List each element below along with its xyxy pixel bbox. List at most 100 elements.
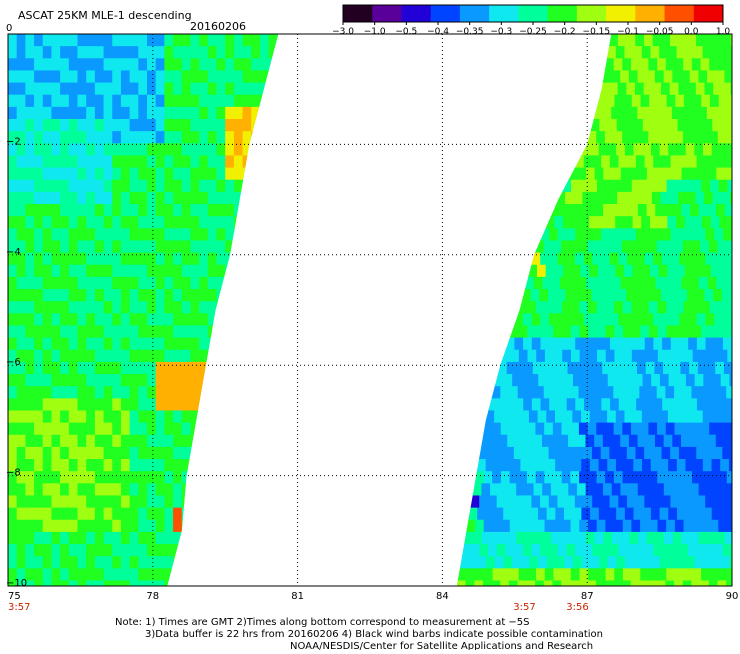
data-cell xyxy=(547,556,556,569)
data-cell xyxy=(17,301,26,314)
data-cell xyxy=(208,313,217,326)
data-cell xyxy=(644,34,653,47)
data-cell xyxy=(675,301,684,314)
data-cell xyxy=(243,95,252,108)
data-cell xyxy=(616,459,625,472)
data-cell xyxy=(687,83,696,96)
data-cell xyxy=(51,580,60,593)
data-cell xyxy=(662,338,671,351)
data-cell xyxy=(95,532,104,545)
data-cell xyxy=(234,131,243,144)
data-cell xyxy=(681,70,690,83)
data-cell xyxy=(639,240,648,253)
data-cell xyxy=(60,228,69,241)
data-cell xyxy=(538,410,547,423)
data-cell xyxy=(17,70,26,83)
data-cell xyxy=(104,447,113,460)
data-cell xyxy=(51,520,60,533)
data-cell xyxy=(43,180,52,193)
data-cell xyxy=(95,386,104,399)
data-cell xyxy=(95,228,104,241)
data-cell xyxy=(112,204,121,217)
data-cell xyxy=(657,423,666,436)
data-cell xyxy=(653,155,662,168)
data-cell xyxy=(112,435,121,448)
data-cell xyxy=(173,168,182,181)
data-cell xyxy=(689,107,698,120)
data-cell xyxy=(8,168,17,181)
data-cell xyxy=(95,423,104,436)
data-cell xyxy=(666,325,675,338)
data-cell xyxy=(164,301,173,314)
data-cell xyxy=(594,107,603,120)
data-cell xyxy=(628,362,637,375)
data-cell xyxy=(173,228,182,241)
data-cell xyxy=(570,423,579,436)
data-cell xyxy=(577,168,586,181)
data-cell xyxy=(684,350,693,363)
data-cell xyxy=(17,228,26,241)
data-cell xyxy=(544,386,553,399)
data-cell xyxy=(217,95,226,108)
data-cell xyxy=(519,350,528,363)
data-cell xyxy=(95,508,104,521)
data-cell xyxy=(693,216,702,229)
data-cell xyxy=(679,338,688,351)
data-cell xyxy=(612,70,621,83)
data-cell xyxy=(164,180,173,193)
data-cell xyxy=(104,580,113,593)
data-cell xyxy=(25,253,34,266)
data-cell xyxy=(25,277,34,290)
data-cell xyxy=(647,532,656,545)
data-cell xyxy=(597,520,606,533)
data-cell xyxy=(104,483,113,496)
data-cell xyxy=(173,495,182,508)
data-cell xyxy=(78,228,87,241)
data-cell xyxy=(121,362,130,375)
data-cell xyxy=(697,313,706,326)
data-cell xyxy=(69,155,78,168)
data-cell xyxy=(147,277,156,290)
data-cell xyxy=(95,289,104,302)
data-cell xyxy=(147,34,156,47)
data-cell xyxy=(173,240,182,253)
data-cell xyxy=(277,46,286,59)
data-cell xyxy=(671,544,680,557)
data-cell xyxy=(269,83,278,96)
data-cell xyxy=(710,568,719,581)
data-cell xyxy=(199,107,208,120)
data-cell xyxy=(566,544,575,557)
data-cell xyxy=(612,483,621,496)
data-cell xyxy=(147,398,156,411)
data-cell xyxy=(685,265,694,278)
data-cell xyxy=(234,168,243,181)
data-cell xyxy=(686,119,695,132)
data-cell xyxy=(627,544,636,557)
data-cell xyxy=(519,325,528,338)
data-cell xyxy=(608,374,617,387)
data-cell xyxy=(562,301,571,314)
data-cell xyxy=(86,58,95,71)
data-cell xyxy=(173,119,182,132)
data-cell xyxy=(130,155,139,168)
data-cell xyxy=(199,423,208,436)
data-cell xyxy=(528,350,537,363)
data-cell xyxy=(234,216,243,229)
data-cell xyxy=(655,483,664,496)
data-cell xyxy=(581,459,590,472)
data-cell xyxy=(646,435,655,448)
data-cell xyxy=(639,386,648,399)
data-cell xyxy=(595,168,604,181)
data-cell xyxy=(251,180,260,193)
data-cell xyxy=(584,544,593,557)
data-cell xyxy=(700,386,709,399)
data-cell xyxy=(208,180,217,193)
data-cell xyxy=(8,289,17,302)
data-cell xyxy=(566,253,575,266)
data-cell xyxy=(506,544,515,557)
data-cell xyxy=(725,204,734,217)
data-cell xyxy=(217,168,226,181)
data-cell xyxy=(711,46,720,59)
data-cell xyxy=(86,423,95,436)
data-cell xyxy=(95,46,104,59)
